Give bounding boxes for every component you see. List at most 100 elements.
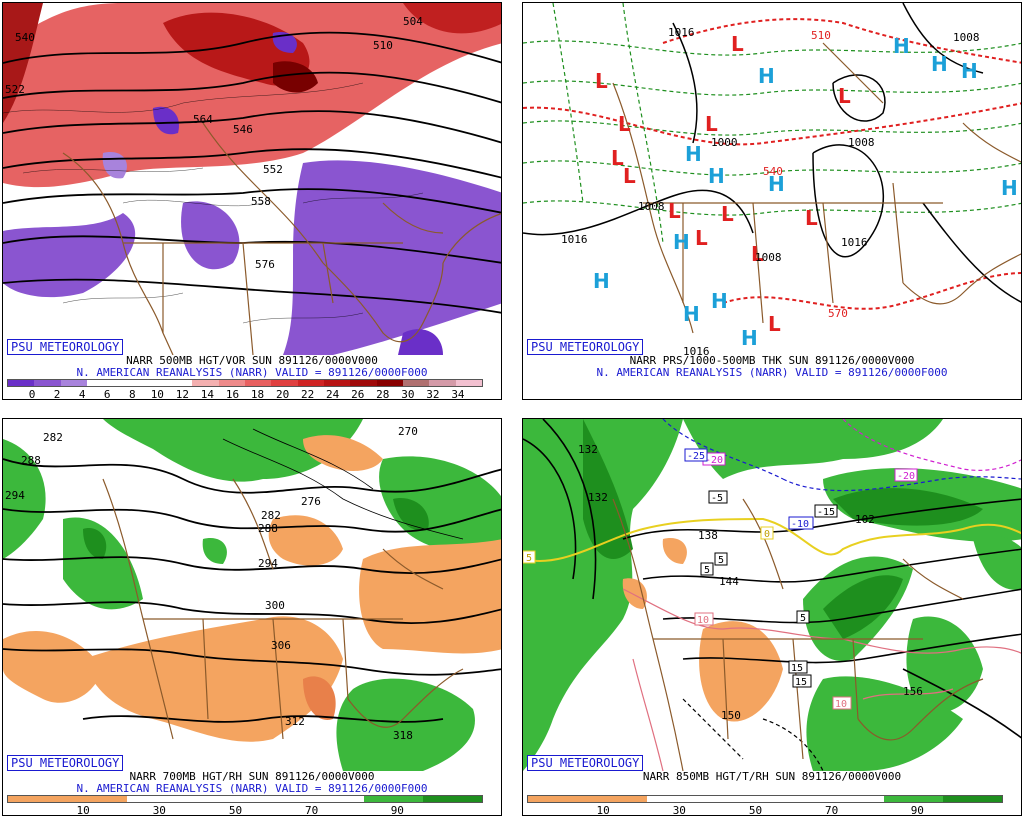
colorbar-swatch	[363, 796, 423, 802]
contour-label: 300	[265, 599, 285, 612]
colorbar-swatch	[376, 380, 403, 386]
colorbar-tick-label: 2	[53, 388, 61, 400]
contour-label: 294	[5, 489, 25, 502]
colorbar-tick-label: 26	[351, 388, 365, 400]
high-center: H	[931, 52, 948, 76]
high-center: H	[683, 302, 700, 326]
low-center: L	[838, 84, 851, 108]
panel-title: NARR 700MB HGT/RH SUN 891126/0000V000	[129, 770, 375, 783]
temp-label: 10	[835, 699, 847, 710]
contour-label: 564	[193, 113, 213, 126]
vorticity-map: PSU METEOROLOGY 540 522 546 552 558 564 …	[3, 3, 501, 355]
colorbar-tick-label: 10	[596, 804, 610, 816]
high-center: H	[961, 59, 978, 83]
temp-label: -20	[705, 455, 723, 466]
contour-label: 1000	[711, 136, 738, 149]
panel-500mb-vorticity: PSU METEOROLOGY 540 522 546 552 558 564 …	[2, 2, 502, 400]
high-center: H	[593, 269, 610, 293]
high-center: H	[741, 326, 758, 350]
colorbar-tick-label: 28	[376, 388, 390, 400]
temp-box: -15	[814, 504, 838, 518]
contour-label: 306	[271, 639, 291, 652]
rh-colorbar	[7, 795, 483, 803]
colorbar-swatch	[113, 380, 140, 386]
low-center: L	[595, 69, 608, 93]
low-center: L	[623, 164, 636, 188]
colorbar-swatch	[86, 380, 114, 386]
colorbar-swatch	[165, 380, 193, 386]
contour-label: 1008	[953, 31, 980, 44]
contour-label: 156	[903, 685, 923, 698]
colorbar-swatch	[192, 380, 219, 386]
colorbar-swatch	[883, 796, 943, 802]
thickness-label: 510	[811, 29, 831, 42]
low-center: L	[695, 226, 708, 250]
thickness-label: 570	[828, 307, 848, 320]
colorbar-swatch	[528, 796, 588, 802]
temp-box: 5	[523, 550, 536, 564]
contour-label: 282	[43, 431, 63, 444]
colorbar-swatch	[705, 796, 765, 802]
contour-label: 138	[698, 529, 718, 542]
temp-box: 15	[788, 660, 808, 674]
panel-850mb-temp-rh: 132 132 138 144 150 156 102 -20 -25 -20 …	[522, 418, 1022, 816]
temp-label: 5	[526, 553, 532, 564]
colorbar-tick-label: 10	[150, 388, 164, 400]
contour-label: 288	[258, 522, 278, 535]
temp-box: 10	[694, 612, 714, 626]
low-center: L	[768, 312, 781, 336]
panel-title: NARR PRS/1000-500MB THK SUN 891126/0000V…	[629, 354, 915, 367]
contour-label: 552	[263, 163, 283, 176]
low-center: L	[805, 206, 818, 230]
contour-label: 282	[261, 509, 281, 522]
colorbar-swatch	[139, 380, 166, 386]
temp-box: 5	[700, 562, 714, 576]
colorbar-tick-label: 24	[326, 388, 340, 400]
colorbar-tick-label: 12	[175, 388, 189, 400]
contour-label: 1008	[638, 200, 665, 213]
low-center: L	[705, 112, 718, 136]
temp-label: 5	[704, 565, 710, 576]
colorbar-tick-label: 6	[103, 388, 111, 400]
temp-label: 10	[697, 615, 709, 626]
colorbar-swatch	[218, 380, 245, 386]
low-center: L	[618, 112, 631, 136]
colorbar-swatch	[34, 380, 61, 386]
contour-label: 1008	[755, 251, 782, 264]
colorbar-tick-label: 22	[301, 388, 315, 400]
temp-label: 0	[764, 529, 770, 540]
t850-map: 132 132 138 144 150 156 102 -20 -25 -20 …	[523, 419, 1021, 771]
temp-label: -10	[791, 519, 809, 530]
psu-meteorology-badge: PSU METEOROLOGY	[7, 339, 124, 355]
panel-valid-line: N. AMERICAN REANALYSIS (NARR) VALID = 89…	[76, 782, 428, 795]
colorbar-tick-label: 70	[305, 804, 319, 816]
colorbar-swatch	[126, 796, 186, 802]
rh-colorbar	[527, 795, 1003, 803]
colorbar-tick-label: 8	[128, 388, 136, 400]
colorbar-swatch	[455, 380, 482, 386]
colorbar-tick-label: 32	[426, 388, 440, 400]
temp-label: -20	[897, 471, 915, 482]
contour-label: 294	[258, 557, 278, 570]
low-center: L	[751, 242, 764, 266]
high-center: H	[685, 142, 702, 166]
contour-label: 276	[301, 495, 321, 508]
high-center: H	[711, 289, 728, 313]
colorbar-swatch	[8, 796, 68, 802]
temp-label: -25	[687, 451, 705, 462]
psu-meteorology-badge: PSU METEOROLOGY	[7, 755, 124, 771]
contour-label: 102	[855, 513, 875, 526]
low-center: L	[721, 202, 734, 226]
colorbar-swatch	[422, 796, 482, 802]
temp-box: -25	[684, 448, 708, 462]
colorbar-tick-label: 90	[910, 804, 924, 816]
colorbar-swatch	[245, 796, 305, 802]
contour-label: 546	[233, 123, 253, 136]
contour-label: 270	[398, 425, 418, 438]
temp-box: 10	[832, 696, 852, 710]
colorbar-tick-label: 30	[401, 388, 415, 400]
colorbar-tick-label: 50	[228, 804, 243, 816]
colorbar-swatch	[646, 796, 706, 802]
panel-title: NARR 850MB HGT/T/RH SUN 891126/0000V000	[642, 770, 902, 783]
temp-box: 5	[796, 610, 810, 624]
